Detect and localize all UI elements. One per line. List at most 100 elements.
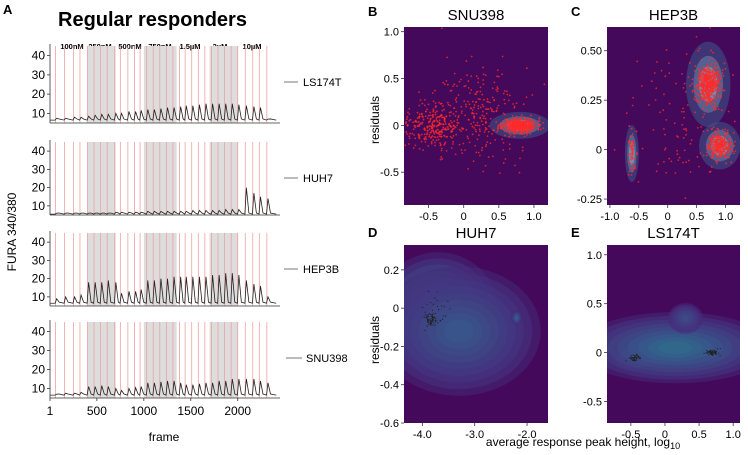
data-point: [478, 134, 480, 137]
data-point: [510, 126, 513, 129]
data-point: [432, 313, 434, 315]
data-point: [412, 121, 414, 124]
data-point: [411, 132, 414, 135]
data-point: [633, 358, 635, 360]
data-point: [482, 66, 484, 69]
data-point: [440, 149, 443, 152]
data-point: [703, 113, 706, 115]
data-point: [721, 129, 724, 131]
data-point: [457, 94, 460, 96]
data-point: [520, 122, 523, 125]
data-point: [413, 133, 416, 136]
data-point: [416, 111, 419, 114]
data-point: [482, 98, 485, 101]
data-point: [436, 119, 438, 122]
data-point: [513, 105, 516, 108]
data-point: [529, 129, 532, 132]
data-point: [718, 352, 720, 354]
data-point: [715, 138, 718, 141]
data-point: [713, 87, 716, 89]
data-point: [486, 141, 489, 143]
data-point: [408, 107, 411, 110]
data-point: [697, 49, 700, 52]
data-point: [697, 87, 700, 90]
data-point: [676, 149, 679, 152]
data-point: [496, 69, 499, 72]
data-point: [511, 129, 514, 132]
data-point: [432, 139, 435, 141]
data-point: [685, 134, 687, 136]
data-point: [717, 155, 719, 158]
data-point: [438, 308, 440, 311]
data-point: [708, 101, 711, 104]
data-point: [422, 307, 424, 309]
data-point: [509, 122, 512, 125]
data-point: [713, 80, 716, 82]
data-point: [694, 65, 697, 67]
data-point: [430, 302, 432, 304]
data-point: [714, 74, 716, 77]
data-point: [634, 356, 636, 358]
data-point: [673, 122, 676, 125]
data-point: [705, 73, 707, 76]
data-point: [475, 93, 478, 96]
data-point: [515, 130, 518, 133]
data-point: [703, 101, 706, 104]
data-point: [508, 147, 511, 150]
data-point: [636, 354, 639, 356]
data-point: [707, 351, 709, 353]
data-point: [518, 126, 521, 128]
data-point: [418, 125, 421, 128]
data-point: [711, 70, 713, 73]
data-point: [720, 155, 723, 158]
data-point: [630, 146, 633, 149]
data-point: [464, 85, 467, 87]
data-point: [714, 152, 717, 155]
data-point: [435, 118, 438, 120]
data-point: [416, 125, 419, 127]
data-point: [503, 126, 506, 129]
data-point: [699, 78, 702, 81]
data-point: [711, 89, 714, 92]
data-point: [683, 82, 686, 85]
data-point: [709, 27, 712, 29]
data-point: [428, 135, 430, 138]
data-point: [427, 290, 430, 293]
concentration-label: 100nM: [60, 42, 83, 51]
data-point: [684, 128, 687, 130]
data-point: [504, 134, 506, 137]
data-point: [713, 146, 715, 149]
data-point: [429, 118, 432, 120]
data-point: [711, 78, 714, 81]
data-point: [632, 96, 635, 99]
data-point: [453, 120, 456, 123]
data-point: [712, 68, 715, 71]
data-point: [627, 153, 630, 156]
data-point: [430, 315, 432, 318]
data-point: [716, 148, 719, 151]
stimulus-shade: [87, 46, 116, 123]
data-point: [668, 102, 671, 105]
data-point: [717, 81, 720, 83]
data-point: [631, 147, 634, 150]
data-point: [481, 103, 484, 106]
data-point: [450, 111, 452, 113]
data-point: [503, 90, 506, 92]
data-point: [699, 95, 702, 98]
data-point: [712, 156, 715, 159]
data-point: [522, 127, 525, 130]
data-point: [430, 322, 433, 324]
data-point: [435, 317, 437, 319]
data-point: [717, 70, 720, 73]
panel-a: 100nM250nM500nM750nM1.5µM3µM10µM10203040…: [32, 42, 348, 418]
data-point: [697, 94, 700, 96]
stimulus-shade: [87, 322, 116, 398]
data-point: [697, 79, 700, 82]
y-tick-label: 10: [32, 106, 46, 120]
data-point: [525, 133, 528, 136]
data-point: [494, 138, 497, 141]
data-point: [695, 83, 698, 86]
data-point: [705, 89, 708, 92]
data-point: [711, 101, 714, 104]
data-point: [708, 171, 711, 174]
